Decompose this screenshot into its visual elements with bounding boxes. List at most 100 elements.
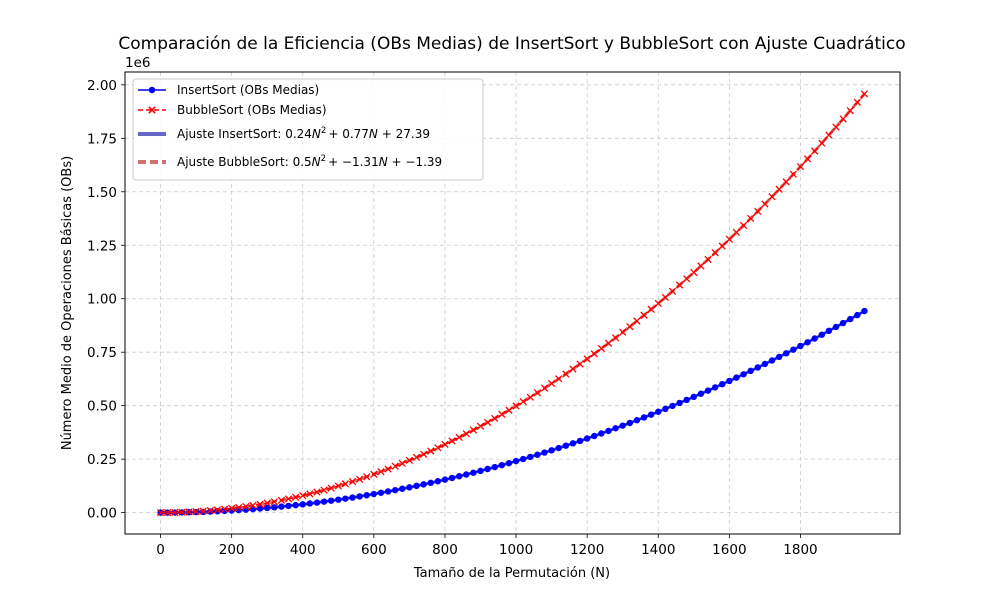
- data-point-insertsort: [697, 390, 705, 397]
- legend-entry-fit-insertsort: Ajuste InsertSort: 0.24N2 + 0.77N + 27.39: [138, 126, 430, 141]
- data-point-bubblesort: [227, 504, 236, 513]
- data-point-bubblesort: [384, 465, 392, 473]
- y-tick-label: 0.75: [87, 345, 117, 361]
- data-point-insertsort: [498, 461, 506, 469]
- data-point-bubblesort: [441, 440, 449, 449]
- x-tick-label: 600: [361, 542, 387, 558]
- data-point-insertsort: [406, 484, 413, 491]
- data-point-insertsort: [825, 327, 833, 335]
- data-point-bubblesort: [761, 200, 769, 208]
- data-point-insertsort: [256, 505, 264, 512]
- data-point-bubblesort: [803, 155, 812, 163]
- data-point-bubblesort: [476, 422, 485, 430]
- data-point-insertsort: [676, 399, 683, 407]
- data-point-bubblesort: [355, 475, 364, 483]
- data-point-insertsort: [818, 331, 825, 338]
- data-point-bubblesort: [348, 477, 357, 486]
- data-point-bubblesort: [697, 262, 705, 270]
- data-point-bubblesort: [619, 328, 627, 336]
- data-point-bubblesort: [284, 495, 293, 503]
- data-point-bubblesort: [199, 507, 207, 515]
- data-point-bubblesort: [811, 147, 819, 155]
- data-point-insertsort: [633, 417, 641, 424]
- data-point-insertsort: [626, 419, 634, 427]
- data-point-insertsort: [669, 402, 676, 410]
- data-point-insertsort: [484, 465, 491, 473]
- data-point-insertsort: [285, 502, 292, 510]
- data-point-bubblesort: [469, 426, 478, 434]
- data-point-insertsort: [541, 449, 548, 456]
- data-point-bubblesort: [185, 508, 193, 516]
- data-point-bubblesort: [661, 293, 670, 302]
- data-point-bubblesort: [626, 322, 634, 331]
- data-point-insertsort: [690, 393, 698, 401]
- data-point-bubblesort: [725, 235, 734, 243]
- data-point-bubblesort: [739, 221, 748, 230]
- data-point-insertsort: [207, 508, 214, 515]
- data-point-bubblesort: [860, 90, 869, 98]
- legend-label-insertsort: InsertSort (OBs Medias): [177, 83, 319, 97]
- data-point-bubblesort: [491, 414, 499, 423]
- x-tick-label: 1600: [712, 542, 746, 558]
- legend-box: [132, 78, 484, 181]
- data-point-insertsort: [662, 405, 669, 413]
- data-point-insertsort: [271, 504, 278, 511]
- data-point-bubblesort: [747, 214, 755, 223]
- data-point-insertsort: [719, 381, 726, 388]
- data-point-insertsort: [377, 489, 385, 496]
- data-point-bubblesort: [242, 502, 250, 511]
- data-point-bubblesort: [483, 418, 492, 427]
- data-point-bubblesort: [327, 484, 335, 492]
- data-point-insertsort: [740, 371, 747, 378]
- data-point-bubblesort: [313, 488, 321, 496]
- data-point-insertsort: [733, 374, 740, 381]
- data-point-bubblesort: [754, 207, 762, 215]
- data-point-bubblesort: [448, 437, 456, 445]
- data-point-insertsort: [399, 485, 406, 492]
- x-tick-label: 1800: [783, 542, 817, 558]
- data-point-insertsort: [576, 437, 584, 445]
- data-point-bubblesort: [334, 482, 342, 490]
- data-point-bubblesort: [391, 462, 399, 470]
- x-tick-label: 1200: [570, 542, 604, 558]
- legend-label-fit-bubblesort: Ajuste BubbleSort: 0.5N2 + −1.31N + −1.39: [177, 154, 442, 169]
- data-point-bubblesort: [277, 496, 286, 504]
- data-point-bubblesort: [846, 107, 854, 115]
- data-point-insertsort: [768, 357, 776, 364]
- data-point-insertsort: [441, 476, 449, 483]
- series-group: [156, 90, 869, 517]
- data-point-insertsort: [434, 478, 442, 485]
- data-point-insertsort: [555, 444, 562, 452]
- data-point-insertsort: [761, 360, 769, 368]
- data-point-bubblesort: [604, 339, 613, 347]
- data-point-bubblesort: [455, 433, 463, 442]
- data-point-insertsort: [619, 422, 626, 429]
- data-point-insertsort: [754, 364, 761, 371]
- data-point-bubblesort: [583, 355, 591, 363]
- data-point-insertsort: [470, 469, 477, 476]
- data-point-insertsort: [306, 500, 314, 507]
- data-point-bubblesort: [526, 393, 534, 401]
- data-point-insertsort: [569, 440, 577, 447]
- data-point-bubblesort: [675, 281, 684, 289]
- data-point-bubblesort: [220, 505, 229, 513]
- data-point-bubblesort: [206, 506, 214, 515]
- data-point-bubblesort: [249, 501, 257, 510]
- data-point-insertsort: [512, 457, 520, 465]
- data-point-bubblesort: [597, 344, 606, 353]
- data-point-insertsort: [391, 486, 399, 494]
- data-point-insertsort: [320, 498, 328, 505]
- data-point-bubblesort: [611, 334, 620, 342]
- data-point-bubblesort: [718, 242, 726, 250]
- data-point-insertsort: [847, 315, 854, 323]
- series-line-insertsort: [160, 310, 865, 514]
- data-point-insertsort: [839, 319, 847, 327]
- data-point-bubblesort: [419, 450, 428, 458]
- data-point-bubblesort: [562, 370, 570, 378]
- legend-label-bubblesort: BubbleSort (OBs Medias): [177, 103, 327, 117]
- data-point-insertsort: [790, 346, 797, 353]
- data-point-insertsort: [505, 459, 513, 467]
- data-point-insertsort: [861, 307, 868, 315]
- data-point-bubblesort: [498, 410, 506, 418]
